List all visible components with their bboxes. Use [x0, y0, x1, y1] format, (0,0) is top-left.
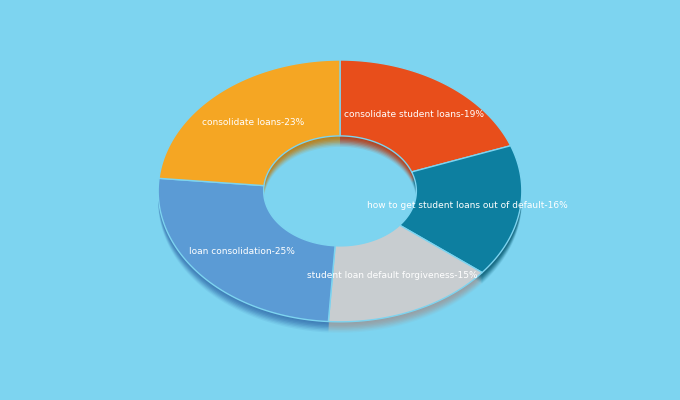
PathPatch shape	[159, 63, 340, 188]
PathPatch shape	[328, 225, 482, 322]
PathPatch shape	[159, 71, 340, 196]
Text: consolidate loans-23%: consolidate loans-23%	[202, 118, 305, 127]
PathPatch shape	[400, 157, 522, 284]
PathPatch shape	[159, 68, 340, 194]
PathPatch shape	[400, 152, 522, 279]
PathPatch shape	[400, 154, 522, 281]
PathPatch shape	[159, 66, 340, 191]
PathPatch shape	[400, 150, 522, 277]
PathPatch shape	[340, 64, 511, 176]
PathPatch shape	[159, 67, 340, 192]
Text: student loan default forgiveness-15%: student loan default forgiveness-15%	[307, 271, 477, 280]
Text: how to get student loans out of default-16%: how to get student loans out of default-…	[367, 201, 568, 210]
PathPatch shape	[158, 184, 335, 327]
PathPatch shape	[340, 70, 511, 182]
Text: consolidate student loans-19%: consolidate student loans-19%	[344, 110, 484, 119]
PathPatch shape	[340, 61, 511, 173]
PathPatch shape	[158, 186, 335, 330]
PathPatch shape	[158, 182, 335, 326]
PathPatch shape	[328, 233, 482, 330]
PathPatch shape	[340, 63, 511, 175]
PathPatch shape	[159, 64, 340, 190]
PathPatch shape	[340, 67, 511, 179]
PathPatch shape	[328, 229, 482, 326]
PathPatch shape	[400, 146, 522, 272]
PathPatch shape	[159, 70, 340, 195]
PathPatch shape	[328, 235, 482, 331]
PathPatch shape	[158, 188, 335, 331]
PathPatch shape	[340, 68, 511, 180]
PathPatch shape	[158, 181, 335, 324]
PathPatch shape	[340, 71, 511, 183]
PathPatch shape	[400, 147, 522, 274]
PathPatch shape	[328, 236, 482, 333]
PathPatch shape	[328, 226, 482, 323]
PathPatch shape	[400, 148, 522, 275]
PathPatch shape	[158, 185, 335, 328]
PathPatch shape	[158, 180, 335, 323]
PathPatch shape	[328, 228, 482, 324]
PathPatch shape	[159, 60, 340, 186]
Text: loan consolidation-25%: loan consolidation-25%	[189, 247, 294, 256]
PathPatch shape	[340, 66, 511, 177]
PathPatch shape	[400, 151, 522, 278]
PathPatch shape	[158, 178, 335, 322]
PathPatch shape	[159, 61, 340, 187]
PathPatch shape	[400, 155, 522, 282]
PathPatch shape	[328, 231, 482, 327]
PathPatch shape	[158, 189, 335, 332]
PathPatch shape	[340, 60, 511, 172]
PathPatch shape	[328, 232, 482, 329]
